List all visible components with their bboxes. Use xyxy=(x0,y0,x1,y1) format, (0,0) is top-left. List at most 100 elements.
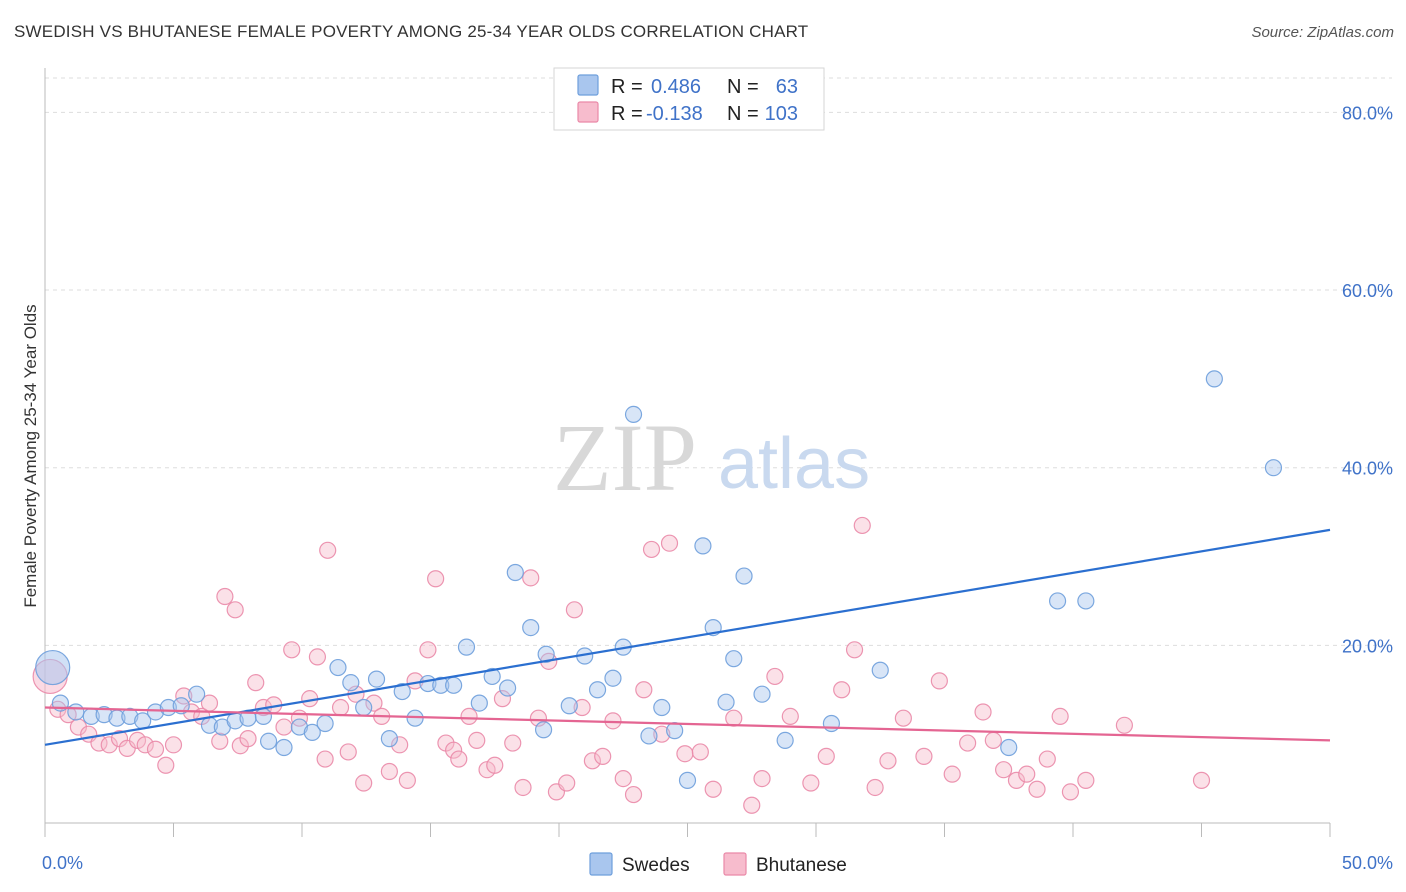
bhutanese-point xyxy=(614,769,632,788)
swedes-point xyxy=(499,679,517,697)
axes xyxy=(44,68,1331,837)
swedes-point xyxy=(254,707,273,726)
swedes-point xyxy=(537,645,555,663)
swedes-point xyxy=(1264,459,1283,477)
bottom-legend-swatch-bhutanese xyxy=(723,852,747,876)
bhutanese-point xyxy=(319,541,337,559)
bhutanese-point xyxy=(594,747,612,765)
legend-n-label-swedes: N = xyxy=(727,76,759,98)
swedes-point xyxy=(188,685,206,703)
x-tick-label-0: 0.0% xyxy=(42,853,83,873)
swedes-point xyxy=(1205,370,1223,388)
swedes-trendline xyxy=(44,528,1331,746)
bhutanese-point xyxy=(676,745,694,763)
swedes-point xyxy=(871,661,889,679)
bottom-legend: Swedes Bhutanese xyxy=(589,852,847,876)
bhutanese-point xyxy=(1018,765,1036,783)
bhutanese-point xyxy=(653,725,671,743)
bhutanese-point xyxy=(427,570,445,588)
watermark-atlas: atlas xyxy=(718,424,870,504)
x-tick-label-1: 50.0% xyxy=(1342,853,1393,873)
swedes-point xyxy=(432,676,450,694)
bhutanese-point xyxy=(691,743,709,761)
swedes-point xyxy=(506,563,524,582)
legend-swatch-swedes xyxy=(577,74,599,96)
bhutanese-point xyxy=(943,765,961,783)
legend-n-value-bhutanese: 103 xyxy=(765,103,798,125)
swedes-point xyxy=(640,727,658,745)
bhutanese-point xyxy=(211,732,229,750)
bhutanese-point xyxy=(398,771,416,789)
y-tick-label-3: 80.0% xyxy=(1342,103,1393,123)
swedes-point xyxy=(522,618,540,637)
bhutanese-point xyxy=(573,698,591,717)
bhutanese-point xyxy=(308,648,327,666)
y-tick-label-1: 40.0% xyxy=(1342,459,1393,479)
bhutanese-point xyxy=(974,703,992,721)
swedes-point xyxy=(725,650,743,668)
legend-r-label-swedes: R = xyxy=(611,76,643,98)
swedes-point xyxy=(172,697,190,715)
bhutanese-point xyxy=(164,736,183,754)
swedes-point xyxy=(121,707,139,726)
swedes-point xyxy=(367,670,386,688)
swedes-point xyxy=(560,697,578,715)
swedes-point xyxy=(483,667,501,686)
swedes-point xyxy=(1000,738,1018,757)
legend-n-value-swedes: 63 xyxy=(776,76,798,98)
y-tick-label-0: 20.0% xyxy=(1342,636,1393,656)
bhutanese-point xyxy=(583,752,602,770)
bhutanese-point xyxy=(331,698,350,717)
chart-title: SWEDISH VS BHUTANESE FEMALE POVERTY AMON… xyxy=(14,22,809,41)
bhutanese-point xyxy=(743,796,761,814)
bhutanese-point xyxy=(486,756,504,774)
swedes-points xyxy=(35,370,1283,789)
bhutanese-point xyxy=(1115,716,1134,734)
grid xyxy=(45,77,1392,646)
bhutanese-point xyxy=(339,743,357,761)
bhutanese-point xyxy=(1051,707,1069,726)
swedes-point xyxy=(717,693,735,711)
watermark-zip: ZIP xyxy=(553,404,697,511)
bhutanese-point xyxy=(894,709,912,727)
bhutanese-point xyxy=(391,736,409,754)
bhutanese-point xyxy=(853,516,871,535)
swedes-point xyxy=(35,649,71,686)
bhutanese-point xyxy=(1038,750,1056,768)
bhutanese-point xyxy=(275,718,293,736)
source-label: Source: ZipAtlas.com xyxy=(1251,24,1394,41)
swedes-point xyxy=(457,638,476,656)
bhutanese-point xyxy=(239,730,257,748)
bhutanese-point xyxy=(365,694,383,712)
watermark: ZIP atlas xyxy=(553,404,870,511)
bhutanese-point xyxy=(216,587,234,606)
swedes-point xyxy=(67,703,85,721)
bhutanese-point xyxy=(460,707,478,726)
bhutanese-point xyxy=(802,774,820,792)
bhutanese-point xyxy=(565,601,584,619)
swedes-point xyxy=(290,718,309,736)
swedes-point xyxy=(534,721,553,739)
bhutanese-point xyxy=(959,734,977,752)
bhutanese-point xyxy=(1192,771,1211,789)
bhutanese-point xyxy=(493,690,512,708)
bhutanese-point xyxy=(930,672,948,690)
bhutanese-point xyxy=(915,747,933,765)
bhutanese-point xyxy=(660,534,679,552)
bhutanese-point xyxy=(995,761,1013,779)
trendlines xyxy=(44,528,1331,746)
bhutanese-point xyxy=(833,681,851,699)
bhutanese-point xyxy=(766,667,784,686)
legend-r-label-bhutanese: R = xyxy=(611,103,643,125)
legend-r-value-swedes: 0.486 xyxy=(651,76,701,98)
y-tick-label-2: 60.0% xyxy=(1342,281,1393,301)
bhutanese-point xyxy=(316,750,334,768)
swedes-point xyxy=(445,676,463,694)
top-legend: R = 0.486 N = 63 R = -0.138 N = 103 xyxy=(553,67,825,131)
legend-r-value-bhutanese: -0.138 xyxy=(646,103,703,125)
bottom-legend-swatch-swedes xyxy=(589,852,613,876)
bhutanese-point xyxy=(879,752,897,770)
bhutanese-point xyxy=(1007,771,1026,789)
bhutanese-point xyxy=(866,778,884,797)
